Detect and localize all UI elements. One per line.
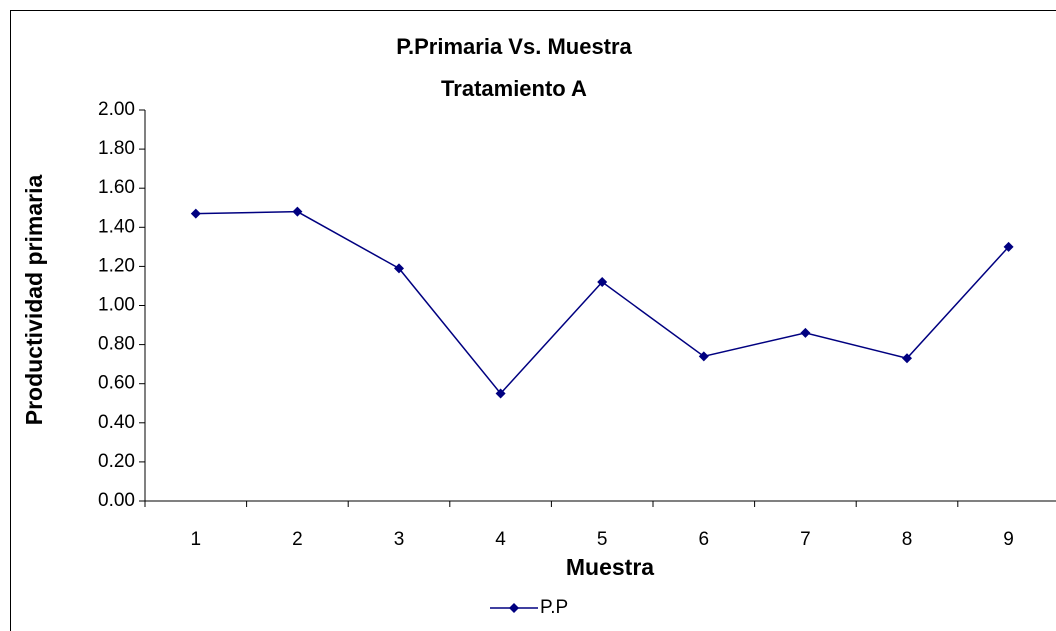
data-point bbox=[1003, 241, 1014, 252]
y-tick-label: 1.00 bbox=[98, 295, 135, 316]
y-tick-label: 0.40 bbox=[98, 412, 135, 433]
x-tick-label: 5 bbox=[597, 529, 608, 550]
data-point bbox=[698, 351, 709, 362]
data-point bbox=[190, 208, 201, 219]
x-tick-label: 7 bbox=[800, 529, 811, 550]
data-point bbox=[902, 353, 912, 364]
y-tick-label: 1.60 bbox=[98, 177, 135, 198]
legend-marker bbox=[509, 603, 519, 613]
y-tick-label: 0.00 bbox=[98, 490, 135, 511]
x-tick-label: 9 bbox=[1003, 529, 1014, 550]
chart-title: P.Primaria Vs. Muestra bbox=[396, 34, 632, 59]
data-point bbox=[800, 327, 811, 338]
x-axis-title: Muestra bbox=[566, 554, 654, 580]
y-axis-title: Productividad primaria bbox=[21, 175, 47, 426]
chart-frame bbox=[10, 10, 1056, 631]
data-point bbox=[495, 388, 506, 399]
x-tick-label: 1 bbox=[191, 529, 202, 550]
x-tick-label: 8 bbox=[902, 529, 913, 550]
x-tick-label: 3 bbox=[394, 529, 405, 550]
data-point bbox=[292, 206, 303, 217]
legend-label: P.P bbox=[540, 597, 568, 618]
y-tick-label: 0.80 bbox=[98, 334, 135, 355]
y-tick-label: 0.60 bbox=[98, 373, 135, 394]
y-tick-label: 2.00 bbox=[98, 99, 135, 120]
y-tick-label: 1.40 bbox=[98, 216, 135, 237]
y-tick-label: 1.20 bbox=[98, 255, 135, 276]
data-point bbox=[394, 263, 404, 274]
series-line bbox=[195, 210, 1010, 395]
x-tick-label: 6 bbox=[699, 529, 710, 550]
chart-subtitle: Tratamiento A bbox=[441, 76, 587, 101]
y-tick-label: 0.20 bbox=[98, 451, 135, 472]
data-point bbox=[597, 277, 608, 288]
x-tick-label: 4 bbox=[495, 529, 506, 550]
x-tick-label: 2 bbox=[292, 529, 303, 550]
y-tick-label: 1.80 bbox=[98, 138, 135, 159]
